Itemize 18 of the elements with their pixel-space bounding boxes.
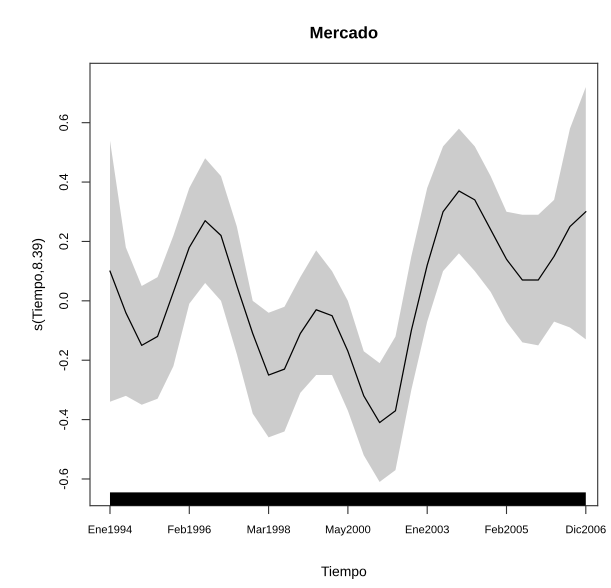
x-tick-label: Ene1994 (88, 525, 132, 534)
y-tick-label: 0.6 (59, 114, 68, 131)
x-tick-label: Dic2006 (566, 525, 606, 534)
line-series (109, 190, 586, 424)
y-axis-title: s(Tiempo,8.39) (32, 238, 46, 331)
x-tick-label: Feb2005 (485, 525, 528, 534)
y-tick-label: -0.6 (59, 468, 68, 490)
y-tick-label: 0.2 (59, 233, 68, 250)
chart-title: Mercado (310, 26, 378, 38)
y-tick-label: 0.4 (59, 174, 68, 190)
x-axis-title: Tiempo (321, 566, 366, 580)
x-tick-label: May2000 (326, 525, 370, 536)
y-tick-label: -0.4 (59, 409, 68, 430)
y-tick-label: -0.2 (59, 350, 68, 370)
x-tick-label: Mar1998 (248, 525, 290, 534)
y-tick-label: 0.0 (59, 292, 68, 310)
x-tick-label: Feb1996 (168, 525, 211, 534)
x-tick-label: Ene2003 (406, 525, 449, 534)
